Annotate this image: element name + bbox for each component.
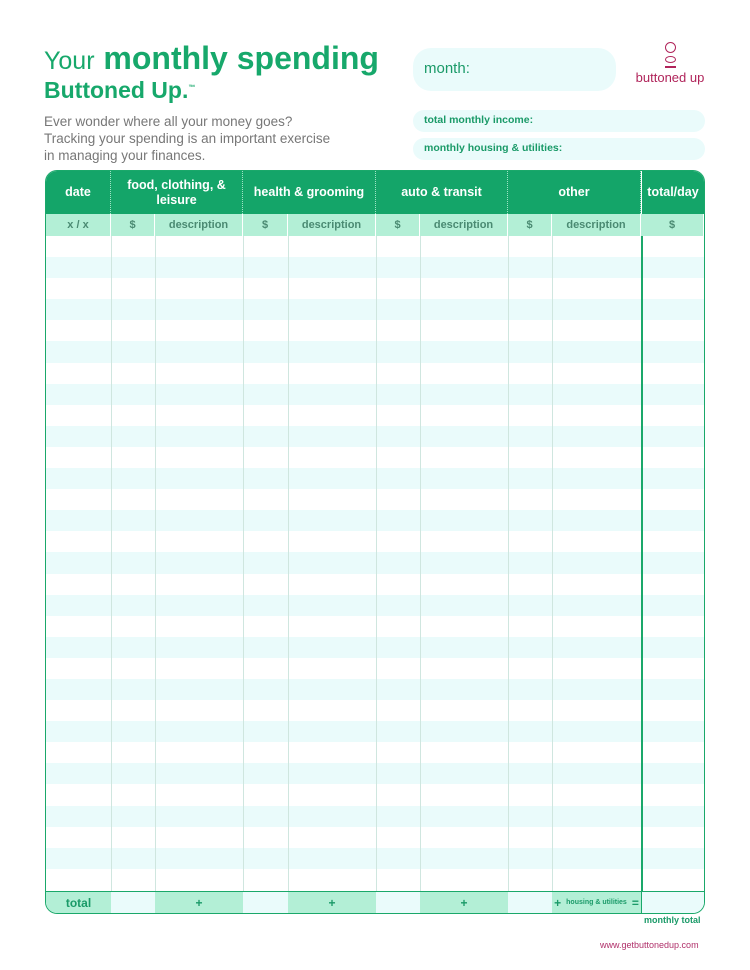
entry-row[interactable]: [46, 763, 704, 785]
entry-row[interactable]: [46, 868, 704, 890]
column-subheader: $: [376, 214, 420, 236]
column-divider: [288, 236, 289, 891]
intro-text: Ever wonder where all your money goes? T…: [44, 114, 331, 163]
total-cell[interactable]: [641, 892, 704, 913]
month-field[interactable]: month:: [413, 48, 616, 91]
column-divider: [508, 236, 509, 891]
spending-table: date food, clothing, & leisure health & gr…: [45, 170, 705, 914]
button-icon: [664, 42, 676, 53]
column-divider: [243, 236, 244, 891]
entry-row[interactable]: [46, 847, 704, 869]
column-header: other: [508, 171, 641, 214]
entry-row[interactable]: [46, 236, 704, 258]
website-url[interactable]: www.getbuttonedup.com: [600, 940, 699, 950]
column-subheader: description: [155, 214, 243, 236]
subheader-row: x / x $ description $ description $ descriptio…: [46, 214, 704, 236]
column-divider: [111, 236, 112, 891]
header-row: date food, clothing, & leisure health & gr…: [46, 171, 704, 214]
plus-sign[interactable]: +: [288, 892, 376, 913]
entry-row[interactable]: [46, 320, 704, 342]
total-label: total: [46, 892, 111, 913]
column-header: health & grooming: [243, 171, 376, 214]
total-row: total + + + + housing & utilities =: [46, 891, 704, 913]
entry-row[interactable]: [46, 489, 704, 511]
entry-row[interactable]: [46, 383, 704, 405]
entry-row[interactable]: [46, 362, 704, 384]
column-header: date: [46, 171, 111, 214]
column-subheader: description: [552, 214, 641, 236]
brand-title: Buttoned Up.™: [44, 77, 196, 103]
entry-row[interactable]: [46, 299, 704, 321]
entry-row[interactable]: [46, 678, 704, 701]
column-subheader: $: [641, 214, 704, 236]
total-cell[interactable]: [243, 892, 288, 913]
column-divider: [641, 236, 643, 891]
column-subheader: description: [288, 214, 376, 236]
column-header: food, clothing, & leisure: [111, 171, 243, 214]
entry-row[interactable]: [46, 278, 704, 300]
entry-row[interactable]: [46, 805, 704, 827]
entry-row[interactable]: [46, 636, 704, 658]
column-header: total/day: [641, 171, 704, 214]
entry-row[interactable]: [46, 573, 704, 595]
plus-sign[interactable]: +: [420, 892, 508, 913]
column-subheader: $: [508, 214, 552, 236]
column-subheader: $: [243, 214, 288, 236]
total-cell[interactable]: [376, 892, 420, 913]
column-divider: [552, 236, 553, 891]
entry-row[interactable]: [46, 425, 704, 447]
plus-sign: +: [554, 896, 562, 910]
housing-total-cell[interactable]: + housing & utilities =: [552, 892, 641, 913]
logo: buttoned up: [630, 42, 710, 85]
title: Your monthly spending: [44, 40, 379, 76]
entry-row[interactable]: [46, 657, 704, 679]
column-subheader: x / x: [46, 214, 111, 236]
entry-row[interactable]: [46, 552, 704, 574]
entry-rows: [46, 236, 704, 891]
entry-row[interactable]: [46, 510, 704, 532]
entry-row[interactable]: [46, 404, 704, 426]
entry-row[interactable]: [46, 826, 704, 848]
entry-row[interactable]: [46, 615, 704, 637]
income-field[interactable]: total monthly income:: [413, 110, 705, 132]
housing-field[interactable]: monthly housing & utilities:: [413, 138, 705, 160]
column-subheader: description: [420, 214, 508, 236]
entry-row[interactable]: [46, 531, 704, 553]
total-cell[interactable]: [111, 892, 155, 913]
column-divider: [155, 236, 156, 891]
entry-row[interactable]: [46, 721, 704, 743]
plus-sign[interactable]: +: [155, 892, 243, 913]
button-icon: [664, 56, 676, 63]
column-divider: [376, 236, 377, 891]
entry-row[interactable]: [46, 257, 704, 279]
monthly-total-label: monthly total: [644, 915, 701, 925]
column-subheader: $: [111, 214, 155, 236]
entry-row[interactable]: [46, 341, 704, 363]
entry-row[interactable]: [46, 742, 704, 764]
entry-row[interactable]: [46, 446, 704, 469]
entry-row[interactable]: [46, 784, 704, 806]
total-cell[interactable]: [508, 892, 552, 913]
entry-row[interactable]: [46, 468, 704, 490]
entry-row[interactable]: [46, 594, 704, 616]
column-divider: [420, 236, 421, 891]
housing-label: housing & utilities: [566, 899, 627, 906]
equals-sign: =: [631, 896, 639, 910]
column-header: auto & transit: [376, 171, 508, 214]
button-icon: [664, 66, 676, 68]
entry-row[interactable]: [46, 700, 704, 722]
